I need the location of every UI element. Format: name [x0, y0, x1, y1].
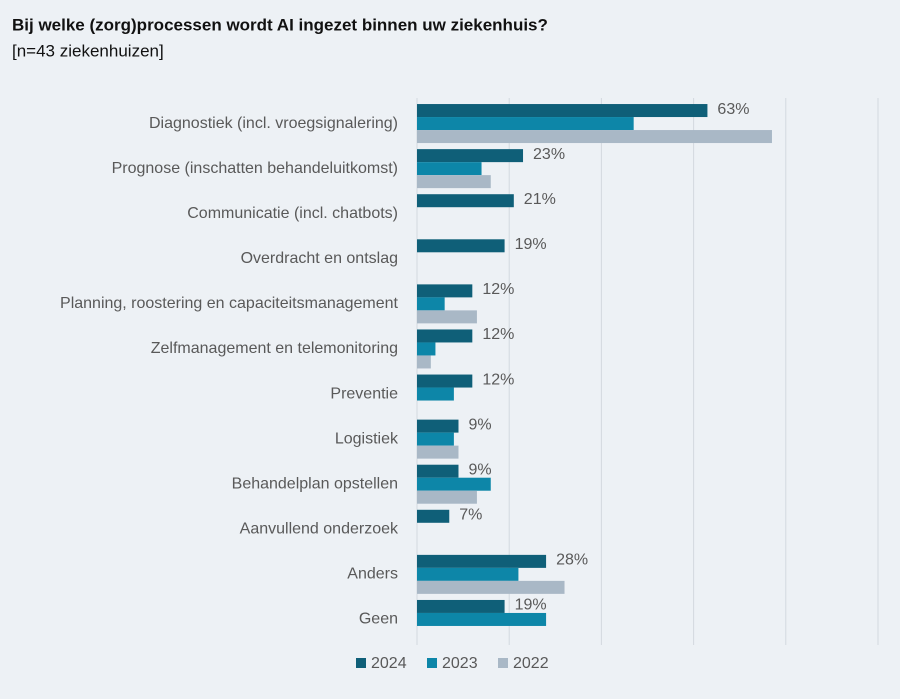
bar [417, 477, 491, 491]
bar [417, 162, 482, 176]
value-label: 19% [515, 236, 547, 253]
bar [417, 490, 477, 504]
bar [417, 554, 547, 568]
bar [417, 355, 431, 369]
bar [417, 374, 473, 388]
bar [417, 194, 514, 208]
y-tick-label: Prognose (inschatten behandeluitkomst) [112, 160, 398, 177]
bar [417, 419, 459, 433]
chart-title: Bij welke (zorg)processen wordt AI ingez… [12, 15, 548, 34]
value-label: 28% [556, 552, 588, 569]
y-tick-label: Behandelplan opstellen [232, 475, 398, 492]
bar [417, 104, 708, 118]
legend-swatch [498, 658, 508, 668]
bar [417, 567, 519, 581]
value-label: 9% [468, 461, 491, 478]
y-tick-label: Logistiek [335, 430, 399, 447]
bar [417, 130, 772, 144]
bar [417, 509, 450, 523]
bar [417, 329, 473, 343]
bar [417, 297, 445, 311]
legend-label: 2022 [513, 655, 549, 672]
bar [417, 239, 505, 253]
y-tick-label: Zelfmanagement en telemonitoring [151, 340, 398, 357]
bar [417, 284, 473, 298]
bar [417, 117, 634, 131]
value-label: 12% [482, 326, 514, 343]
bar [417, 612, 547, 626]
bar [417, 387, 454, 401]
bar [417, 580, 565, 594]
legend-swatch [427, 658, 437, 668]
bar [417, 432, 454, 446]
chart-subtitle: [n=43 ziekenhuizen] [12, 41, 164, 60]
legend-label: 2023 [442, 655, 478, 672]
y-tick-label: Preventie [330, 385, 398, 402]
value-label: 12% [482, 281, 514, 298]
y-tick-label: Overdracht en ontslag [241, 250, 398, 267]
value-label: 23% [533, 146, 565, 163]
y-tick-label: Communicatie (incl. chatbots) [187, 205, 398, 222]
bar [417, 175, 491, 189]
bar [417, 445, 459, 459]
bar [417, 599, 505, 613]
bar [417, 149, 524, 163]
bar [417, 342, 436, 356]
y-tick-label: Aanvullend onderzoek [240, 521, 399, 538]
value-label: 63% [717, 101, 749, 118]
legend-swatch [356, 658, 366, 668]
value-label: 19% [515, 597, 547, 614]
bar [417, 310, 477, 324]
y-tick-label: Diagnostiek (incl. vroegsignalering) [149, 115, 398, 132]
y-tick-label: Anders [347, 566, 398, 583]
value-label: 7% [459, 507, 482, 524]
legend-label: 2024 [371, 655, 407, 672]
value-label: 9% [468, 416, 491, 433]
bar [417, 464, 459, 478]
y-tick-label: Geen [359, 611, 398, 628]
value-label: 21% [524, 191, 556, 208]
y-tick-label: Planning, roostering en capaciteitsmanag… [60, 295, 399, 312]
value-label: 12% [482, 371, 514, 388]
